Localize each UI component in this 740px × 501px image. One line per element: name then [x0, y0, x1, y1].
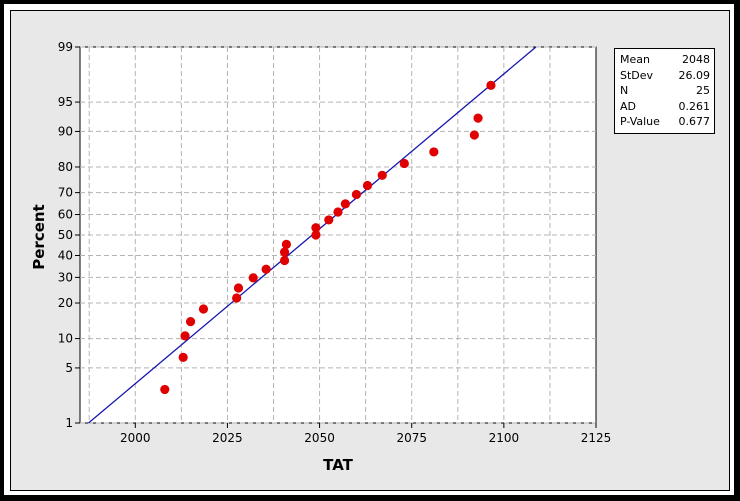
stat-row-p-value: P-Value 0.677: [620, 114, 710, 130]
stat-row-mean: Mean 2048: [620, 52, 710, 68]
y-tick-label: 80: [58, 160, 73, 174]
stat-value: 2048: [682, 53, 710, 66]
y-axis-title: Percent: [30, 204, 48, 269]
data-point: [185, 316, 196, 327]
data-point: [324, 215, 334, 225]
stat-label: N: [620, 84, 629, 97]
data-points: [160, 80, 496, 395]
data-point: [311, 223, 321, 233]
y-tick-label: 90: [58, 124, 73, 138]
stat-row-n: N 25: [620, 83, 710, 99]
y-tick-label: 40: [58, 248, 73, 262]
stat-value: 25: [696, 84, 710, 97]
data-point: [362, 180, 373, 191]
y-tick-label: 99: [58, 40, 73, 54]
x-tick-label: 2025: [212, 431, 243, 445]
data-point: [429, 147, 439, 157]
axes: 2000 2025 2050 2075 2100 2125 1 5 10 20 30 40 50 60 70…: [58, 40, 612, 445]
data-point: [232, 293, 242, 303]
stat-label: Mean: [620, 53, 650, 66]
data-point: [261, 264, 271, 274]
x-tick-label: 2100: [489, 431, 520, 445]
data-point: [248, 273, 258, 283]
data-point: [311, 230, 321, 240]
y-tick-label: 70: [58, 186, 73, 200]
data-point: [399, 158, 409, 169]
data-point: [180, 331, 190, 341]
y-tick-label: 30: [58, 270, 73, 284]
data-point: [279, 247, 290, 257]
data-point: [351, 189, 362, 200]
stat-row-ad: AD 0.261: [620, 99, 710, 115]
stat-row-stdev: StDev 26.09: [620, 68, 710, 84]
stat-label: StDev: [620, 68, 654, 82]
data-point: [333, 207, 343, 217]
data-point: [178, 352, 188, 362]
data-point: [473, 113, 483, 123]
data-point: [469, 130, 479, 140]
x-tick-label: 2075: [396, 431, 427, 445]
data-point: [198, 304, 209, 314]
y-tick-label: 1: [65, 416, 73, 430]
stat-value: 0.261: [678, 99, 711, 113]
stat-value: 0.677: [678, 115, 711, 128]
data-point: [340, 199, 350, 209]
stats-legend: Mean 2048 StDev 26.09 N 25 AD 0.261 P-Va…: [614, 48, 715, 134]
stat-label: AD: [620, 99, 636, 113]
y-tick-label: 10: [58, 332, 73, 346]
y-tick-label: 95: [58, 95, 73, 109]
y-tick-label: 20: [58, 296, 73, 310]
x-tick-label: 2050: [304, 431, 335, 445]
data-point: [486, 80, 496, 90]
x-tick-label: 2000: [120, 431, 151, 445]
x-tick-label: 2125: [581, 431, 612, 445]
stat-value: 26.09: [678, 68, 711, 82]
y-tick-label: 50: [58, 228, 73, 242]
stat-label: P-Value: [620, 115, 660, 128]
data-point: [377, 170, 387, 180]
data-point: [233, 283, 244, 293]
data-point: [281, 239, 291, 249]
y-tick-label: 60: [58, 208, 73, 222]
x-axis-title: TAT: [323, 456, 354, 474]
data-point: [160, 384, 170, 395]
data-point: [279, 255, 290, 266]
y-tick-label: 5: [65, 361, 73, 375]
